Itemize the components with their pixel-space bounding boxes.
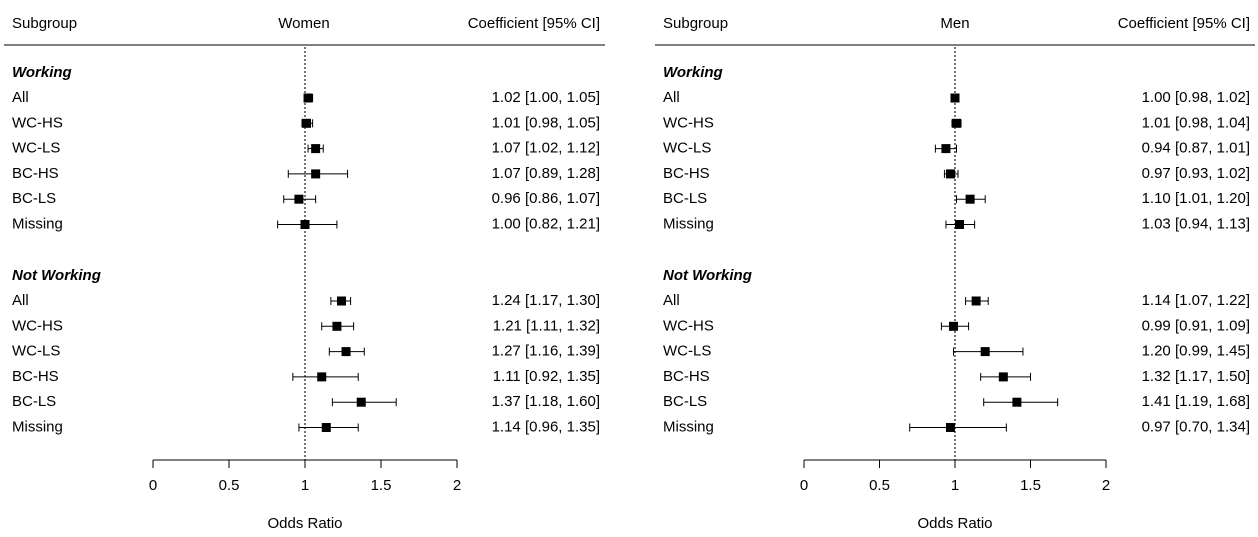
coefficient-text: 1.11 [0.92, 1.35] [493, 368, 600, 385]
row-label: BC-HS [12, 165, 59, 182]
panel-title: Men [940, 15, 969, 32]
coefficient-text: 1.41 [1.19, 1.68] [1142, 393, 1250, 410]
coefficient-text: 1.20 [0.99, 1.45] [1142, 343, 1250, 360]
row-label: WC-HS [12, 114, 63, 131]
x-tick-label: 1 [951, 477, 959, 494]
point-estimate [317, 372, 327, 382]
point-estimate [971, 296, 981, 306]
header-coefficient: Coefficient [95% CI] [468, 15, 600, 32]
coefficient-text: 1.21 [1.11, 1.32] [493, 317, 600, 334]
row-label: WC-LS [12, 140, 60, 157]
point-estimate [302, 118, 312, 128]
row-label: BC-HS [12, 368, 59, 385]
row-label: WC-LS [12, 343, 60, 360]
point-estimate [965, 194, 975, 204]
x-tick-label: 2 [1102, 477, 1110, 494]
coefficient-text: 1.07 [1.02, 1.12] [492, 140, 600, 157]
row-label: BC-LS [663, 190, 707, 207]
row-label: BC-LS [12, 393, 56, 410]
point-estimate [294, 194, 304, 204]
section-label: Not Working [663, 267, 752, 284]
header-coefficient: Coefficient [95% CI] [1118, 15, 1250, 32]
coefficient-text: 1.01 [0.98, 1.05] [492, 114, 600, 131]
point-estimate [321, 423, 331, 432]
x-tick-label: 0 [149, 477, 157, 494]
point-estimate [952, 118, 962, 128]
x-axis-label: Odds Ratio [917, 515, 992, 532]
coefficient-text: 1.14 [0.96, 1.35] [492, 418, 600, 435]
x-tick-label: 2 [453, 477, 461, 494]
row-label: All [663, 89, 680, 106]
row-label: WC-HS [663, 317, 714, 334]
section-label: Working [663, 64, 723, 81]
row-label: Missing [12, 215, 63, 232]
point-estimate [332, 321, 342, 331]
row-label: All [12, 89, 29, 106]
coefficient-text: 1.32 [1.17, 1.50] [1142, 368, 1250, 385]
row-label: BC-LS [663, 393, 707, 410]
x-tick-label: 0.5 [869, 477, 890, 494]
header-subgroup: Subgroup [663, 15, 728, 32]
coefficient-text: 0.94 [0.87, 1.01] [1142, 140, 1250, 157]
point-estimate [300, 220, 310, 229]
x-tick-label: 1.5 [1020, 477, 1041, 494]
row-label: BC-HS [663, 165, 710, 182]
row-label: BC-HS [663, 368, 710, 385]
header-subgroup: Subgroup [12, 15, 77, 32]
section-label: Not Working [12, 267, 101, 284]
x-tick-label: 0 [800, 477, 808, 494]
point-estimate [303, 93, 313, 103]
point-estimate [356, 397, 366, 407]
row-label: Missing [12, 418, 63, 435]
coefficient-text: 0.96 [0.86, 1.07] [492, 190, 600, 207]
coefficient-text: 1.02 [1.00, 1.05] [492, 89, 600, 106]
row-label: BC-LS [12, 190, 56, 207]
row-label: All [663, 292, 680, 309]
x-tick-label: 0.5 [219, 477, 240, 494]
coefficient-text: 0.97 [0.70, 1.34] [1142, 418, 1250, 435]
x-tick-label: 1 [301, 477, 309, 494]
coefficient-text: 1.03 [0.94, 1.13] [1142, 215, 1250, 232]
coefficient-text: 1.00 [0.98, 1.02] [1142, 89, 1250, 106]
coefficient-text: 1.10 [1.01, 1.20] [1142, 190, 1250, 207]
row-label: Missing [663, 418, 714, 435]
panel-title: Women [278, 15, 329, 32]
point-estimate [998, 372, 1008, 382]
coefficient-text: 0.99 [0.91, 1.09] [1142, 317, 1250, 334]
coefficient-text: 1.24 [1.17, 1.30] [492, 292, 600, 309]
point-estimate [941, 144, 951, 154]
point-estimate [311, 144, 321, 154]
coefficient-text: 1.14 [1.07, 1.22] [1142, 292, 1250, 309]
point-estimate [950, 93, 960, 103]
coefficient-text: 1.27 [1.16, 1.39] [492, 343, 600, 360]
point-estimate [945, 169, 955, 179]
row-label: WC-LS [663, 140, 711, 157]
point-estimate [955, 220, 965, 229]
panel-women: Subgroup Women Coefficient [95% CI] Working… [4, 15, 605, 532]
coefficient-text: 0.97 [0.93, 1.02] [1142, 165, 1250, 182]
point-estimate [945, 423, 955, 432]
row-label: WC-HS [663, 114, 714, 131]
section-label: Working [12, 64, 72, 81]
row-label: All [12, 292, 29, 309]
point-estimate [336, 296, 346, 306]
row-label: WC-LS [663, 343, 711, 360]
point-estimate [311, 169, 321, 179]
coefficient-text: 1.01 [0.98, 1.04] [1142, 114, 1250, 131]
point-estimate [1012, 397, 1022, 407]
row-label: Missing [663, 215, 714, 232]
coefficient-text: 1.00 [0.82, 1.21] [492, 215, 600, 232]
row-label: WC-HS [12, 317, 63, 334]
coefficient-text: 1.37 [1.18, 1.60] [492, 393, 600, 410]
coefficient-text: 1.07 [0.89, 1.28] [492, 165, 600, 182]
x-axis-label: Odds Ratio [267, 515, 342, 532]
x-tick-label: 1.5 [371, 477, 392, 494]
point-estimate [948, 321, 958, 331]
panel-men: Subgroup Men Coefficient [95% CI] Working Al… [655, 15, 1255, 532]
point-estimate [341, 347, 351, 357]
point-estimate [980, 347, 990, 357]
